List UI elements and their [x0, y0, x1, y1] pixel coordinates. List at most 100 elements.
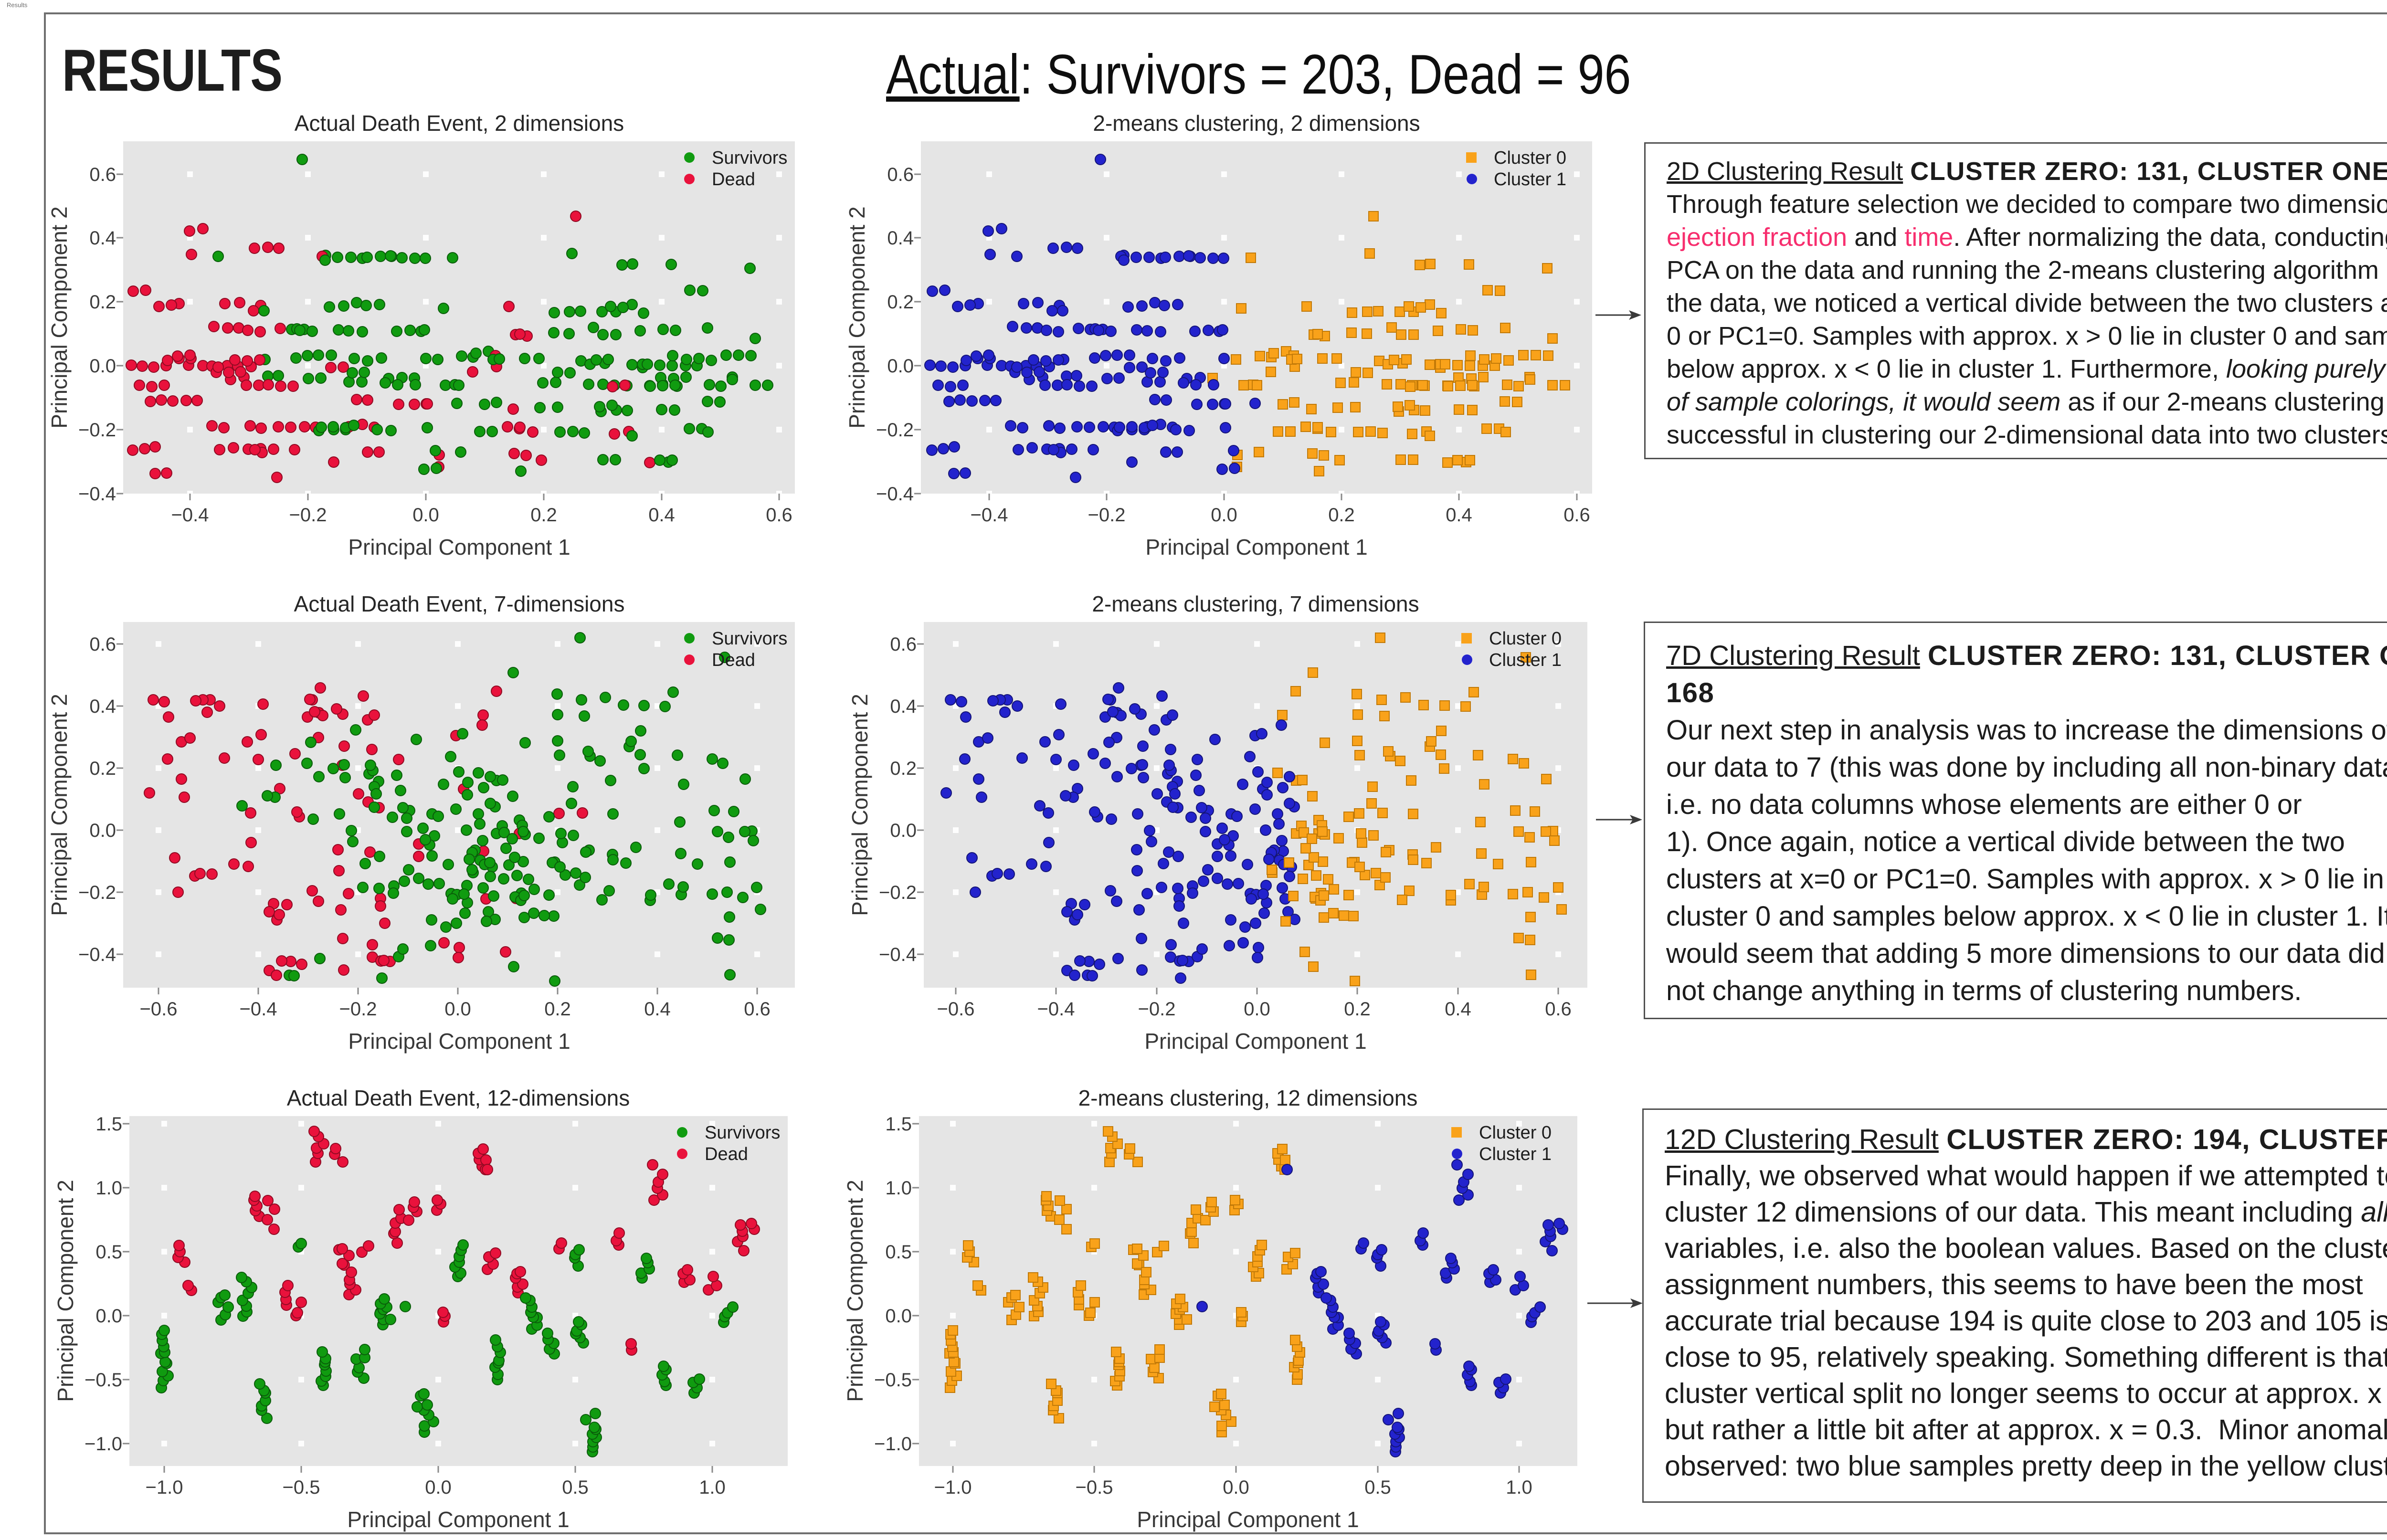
svg-text:Principal Component 2: Principal Component 2 [53, 1180, 78, 1402]
svg-text:Actual Death Event, 2 dimensio: Actual Death Event, 2 dimensions [295, 111, 624, 136]
svg-text:0.6: 0.6 [89, 164, 116, 185]
svg-text:0.5: 0.5 [1364, 1477, 1391, 1498]
svg-text:Principal Component 2: Principal Component 2 [847, 694, 872, 916]
svg-text:0.2: 0.2 [544, 999, 571, 1020]
svg-text:−0.5: −0.5 [84, 1370, 122, 1391]
svg-text:1.0: 1.0 [95, 1178, 122, 1199]
svg-text:−0.4: −0.4 [240, 999, 277, 1020]
svg-text:Cluster 1: Cluster 1 [1489, 650, 1562, 670]
svg-text:0.2: 0.2 [530, 505, 557, 526]
svg-text:−0.4: −0.4 [876, 484, 914, 505]
svg-text:0.5: 0.5 [95, 1242, 122, 1263]
svg-text:1.0: 1.0 [885, 1178, 912, 1199]
svg-text:0.6: 0.6 [1545, 999, 1572, 1020]
svg-text:−1.0: −1.0 [874, 1434, 912, 1455]
svg-text:−0.2: −0.2 [1138, 999, 1176, 1020]
svg-text:Dead: Dead [712, 169, 755, 190]
svg-text:0.0: 0.0 [412, 505, 439, 526]
svg-text:1.0: 1.0 [1506, 1477, 1532, 1498]
svg-text:0.4: 0.4 [89, 696, 116, 717]
svg-text:−0.4: −0.4 [171, 505, 209, 526]
svg-text:Principal Component 2: Principal Component 2 [845, 206, 869, 428]
svg-text:−0.5: −0.5 [874, 1370, 912, 1391]
svg-text:0.2: 0.2 [1344, 999, 1371, 1020]
svg-text:0.4: 0.4 [890, 696, 917, 717]
svg-text:0.0: 0.0 [425, 1477, 452, 1498]
svg-text:0.6: 0.6 [744, 999, 771, 1020]
svg-text:−0.6: −0.6 [937, 999, 975, 1020]
svg-text:−0.2: −0.2 [339, 999, 377, 1020]
svg-text:Actual Death Event, 12-dimensi: Actual Death Event, 12-dimensions [287, 1086, 630, 1110]
svg-text:−0.4: −0.4 [971, 505, 1008, 526]
svg-text:2-means clustering, 2 dimensio: 2-means clustering, 2 dimensions [1093, 111, 1420, 136]
svg-text:0.0: 0.0 [1223, 1477, 1249, 1498]
svg-text:0.6: 0.6 [1563, 505, 1590, 526]
svg-text:0.6: 0.6 [890, 634, 917, 655]
svg-text:Principal Component 1: Principal Component 1 [348, 535, 570, 559]
svg-text:0.0: 0.0 [885, 1306, 912, 1327]
svg-text:−0.2: −0.2 [78, 882, 116, 903]
svg-text:−0.2: −0.2 [876, 420, 914, 441]
svg-text:Cluster 0: Cluster 0 [1494, 148, 1566, 168]
svg-text:−0.2: −0.2 [879, 882, 917, 903]
svg-text:−0.4: −0.4 [78, 944, 116, 965]
svg-text:1.0: 1.0 [699, 1477, 726, 1498]
svg-text:Cluster 0: Cluster 0 [1489, 629, 1562, 649]
svg-text:0.2: 0.2 [89, 292, 116, 313]
svg-text:−0.6: −0.6 [140, 999, 178, 1020]
svg-text:−0.2: −0.2 [289, 505, 327, 526]
svg-text:0.5: 0.5 [885, 1242, 912, 1263]
svg-text:0.2: 0.2 [887, 292, 914, 313]
svg-text:Dead: Dead [712, 650, 755, 670]
svg-text:0.0: 0.0 [1244, 999, 1270, 1020]
svg-text:0.6: 0.6 [766, 505, 792, 526]
svg-text:−0.5: −0.5 [283, 1477, 320, 1498]
svg-text:1.5: 1.5 [95, 1114, 122, 1135]
svg-text:−0.2: −0.2 [1088, 505, 1126, 526]
svg-text:Cluster 1: Cluster 1 [1479, 1144, 1552, 1164]
svg-text:0.0: 0.0 [890, 820, 917, 841]
svg-text:0.0: 0.0 [887, 356, 914, 377]
svg-text:−0.4: −0.4 [1037, 999, 1075, 1020]
svg-text:0.0: 0.0 [95, 1306, 122, 1327]
svg-text:0.0: 0.0 [444, 999, 471, 1020]
svg-text:−0.4: −0.4 [879, 944, 917, 965]
svg-text:Principal Component 1: Principal Component 1 [1145, 535, 1367, 559]
svg-text:Principal Component 2: Principal Component 2 [47, 206, 72, 428]
svg-text:Principal Component 1: Principal Component 1 [347, 1507, 569, 1532]
svg-text:0.5: 0.5 [562, 1477, 589, 1498]
svg-text:Principal Component 1: Principal Component 1 [1144, 1029, 1366, 1054]
svg-text:Survivors: Survivors [712, 629, 787, 649]
svg-text:0.4: 0.4 [648, 505, 675, 526]
svg-text:−1.0: −1.0 [146, 1477, 183, 1498]
svg-text:0.4: 0.4 [1445, 999, 1471, 1020]
svg-text:2-means clustering, 12 dimensi: 2-means clustering, 12 dimensions [1078, 1086, 1418, 1110]
svg-text:Principal Component 2: Principal Component 2 [47, 694, 72, 916]
svg-text:0.4: 0.4 [1446, 505, 1472, 526]
svg-text:0.0: 0.0 [1211, 505, 1237, 526]
svg-text:0.2: 0.2 [890, 758, 917, 779]
svg-text:−0.4: −0.4 [78, 484, 116, 505]
svg-text:Actual Death Event, 7-dimensio: Actual Death Event, 7-dimensions [294, 591, 625, 616]
svg-text:Cluster 0: Cluster 0 [1479, 1123, 1552, 1143]
svg-text:Cluster 1: Cluster 1 [1494, 169, 1566, 190]
svg-text:Survivors: Survivors [712, 148, 787, 168]
svg-text:2-means clustering, 7 dimensio: 2-means clustering, 7 dimensions [1092, 591, 1419, 616]
svg-text:0.2: 0.2 [89, 758, 116, 779]
svg-text:Survivors: Survivors [705, 1123, 780, 1143]
svg-text:Dead: Dead [705, 1144, 748, 1164]
svg-text:−1.0: −1.0 [84, 1434, 122, 1455]
svg-text:0.2: 0.2 [1328, 505, 1355, 526]
svg-text:Principal Component 1: Principal Component 1 [1137, 1507, 1359, 1532]
svg-text:0.0: 0.0 [89, 820, 116, 841]
svg-text:−0.5: −0.5 [1076, 1477, 1113, 1498]
svg-text:Principal Component 2: Principal Component 2 [843, 1180, 867, 1402]
svg-text:0.4: 0.4 [644, 999, 671, 1020]
svg-text:1.5: 1.5 [885, 1114, 912, 1135]
svg-text:0.4: 0.4 [89, 228, 116, 249]
svg-text:0.0: 0.0 [89, 356, 116, 377]
svg-text:−1.0: −1.0 [934, 1477, 972, 1498]
svg-text:0.6: 0.6 [89, 634, 116, 655]
svg-text:0.4: 0.4 [887, 228, 914, 249]
svg-text:Principal Component 1: Principal Component 1 [348, 1029, 570, 1054]
